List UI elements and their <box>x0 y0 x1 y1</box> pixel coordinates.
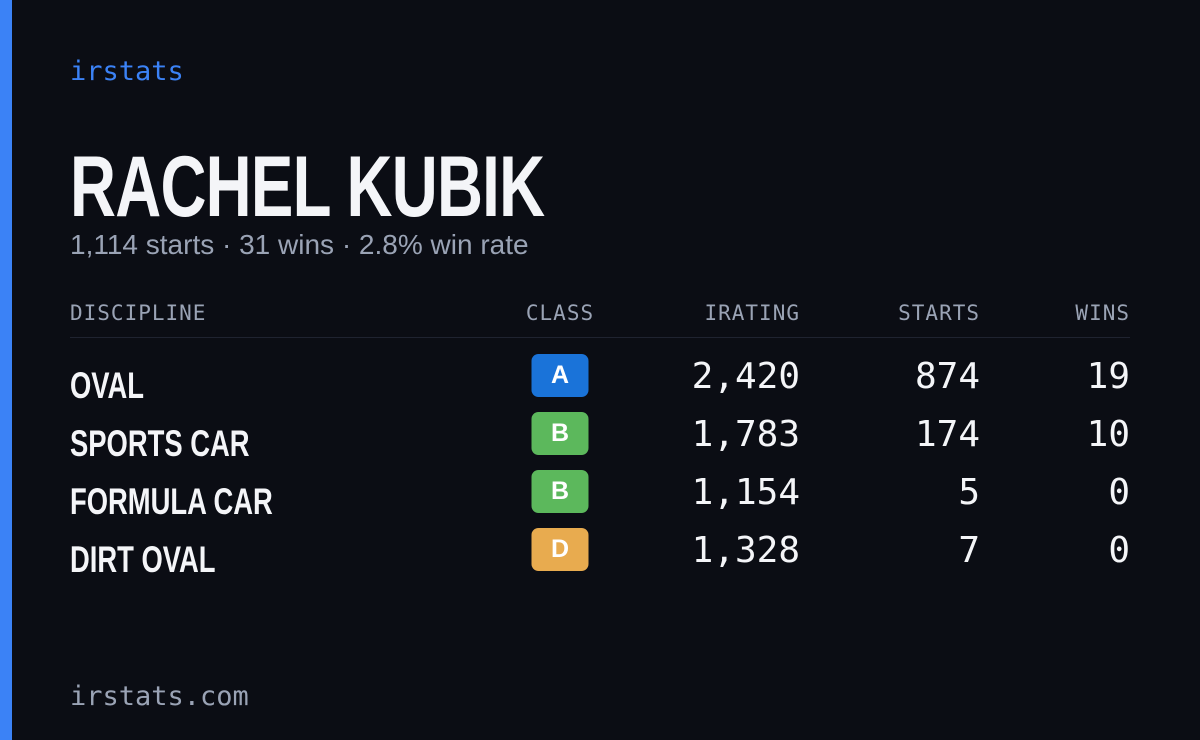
column-header: DISCIPLINE <box>70 301 207 325</box>
driver-name: RACHEL KUBIK <box>70 139 545 235</box>
discipline: FORMULA CAR <box>70 481 273 522</box>
column-header: IRATING <box>704 301 800 325</box>
irating: 2,420 <box>691 356 800 397</box>
wins: 0 <box>1108 530 1130 571</box>
starts: 7 <box>958 530 980 571</box>
class-badge: B <box>531 412 589 455</box>
class-badge: B <box>531 470 589 513</box>
column-header: CLASS <box>525 301 595 325</box>
starts: 874 <box>914 356 980 397</box>
brand: irstats <box>70 56 184 87</box>
wins: 0 <box>1108 472 1130 513</box>
irating: 1,154 <box>691 472 800 513</box>
discipline: SPORTS CAR <box>70 423 250 464</box>
accent-strip <box>0 0 12 740</box>
summary: 1,114 starts · 31 wins · 2.8% win rate <box>70 229 529 260</box>
header-rule <box>70 337 1130 338</box>
wins: 10 <box>1086 414 1130 455</box>
starts: 5 <box>958 472 980 513</box>
class-badge: D <box>531 528 589 571</box>
irating: 1,783 <box>691 414 800 455</box>
starts: 174 <box>914 414 980 455</box>
wins: 19 <box>1086 356 1130 397</box>
footer: irstats.com <box>70 681 249 712</box>
class-badge: A <box>531 354 589 397</box>
irating: 1,328 <box>691 530 800 571</box>
discipline: DIRT OVAL <box>70 539 216 580</box>
column-header: STARTS <box>898 301 980 325</box>
column-header: WINS <box>1075 301 1130 325</box>
discipline: OVAL <box>70 365 145 406</box>
